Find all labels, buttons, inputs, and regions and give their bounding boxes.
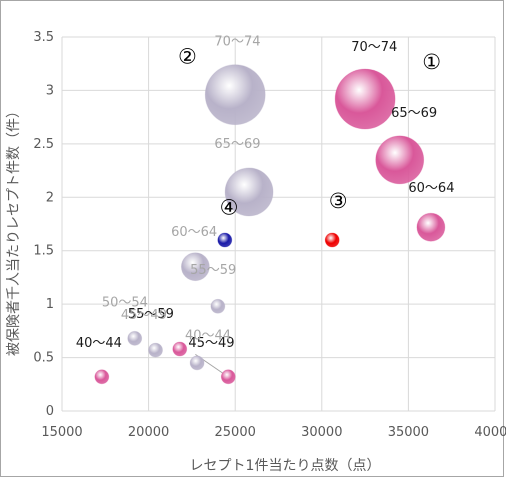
bubble-pink	[334, 68, 396, 130]
y-tick-labels: 0 0.5 1 1.5 2 2.5 3 3.5	[33, 30, 54, 419]
circled-number-marker: ④	[220, 195, 239, 219]
age-group-label: 45〜49	[188, 336, 234, 351]
bubble-pink	[220, 369, 236, 385]
x-tick-label: 20000	[128, 425, 169, 440]
x-axis-title: レセプト1件当たり点数（点）	[190, 458, 381, 474]
age-group-label: 50〜54	[102, 295, 148, 310]
age-group-label: 65〜69	[214, 137, 260, 152]
circled-number-marker: ②	[178, 45, 197, 69]
bubbles	[94, 64, 446, 385]
age-group-label: 40〜44	[185, 328, 231, 343]
x-tick-label: 25000	[215, 425, 256, 440]
y-tick-label: 2	[46, 190, 54, 205]
y-tick-label: 3.5	[33, 30, 54, 45]
age-group-label: 55〜59	[128, 307, 174, 322]
y-tick-label: 2.5	[33, 137, 54, 152]
age-group-label: 65〜69	[391, 106, 437, 121]
age-group-label: 70〜74	[351, 40, 397, 55]
bubble-pink	[94, 369, 110, 385]
data-labels: ①②③④40〜4455〜5945〜4940〜4450〜5445〜4955〜596…	[76, 35, 455, 351]
age-group-label: 55〜59	[190, 263, 236, 278]
circled-number-marker: ①	[422, 50, 441, 74]
bubble-lavender	[180, 252, 210, 282]
bubble-pink	[172, 341, 188, 357]
gridlines	[61, 36, 496, 412]
bubble-red	[324, 232, 340, 248]
age-group-label: 60〜64	[408, 181, 454, 196]
age-group-label: 40〜44	[76, 336, 122, 351]
bubble-lavender	[224, 167, 274, 217]
y-tick-label: 3	[46, 83, 54, 98]
x-tick-label: 35000	[388, 425, 429, 440]
x-tick-label: 30000	[301, 425, 342, 440]
x-tick-labels: 15000 20000 25000 30000 35000 40000	[41, 425, 506, 440]
y-tick-label: 0	[46, 404, 54, 419]
y-tick-label: 1.5	[33, 244, 54, 259]
y-tick-label: 1	[46, 297, 54, 312]
circled-number-marker: ③	[329, 189, 348, 213]
bubble-lavender	[204, 64, 266, 126]
bubble-lavender	[127, 330, 143, 346]
y-tick-label: 0.5	[33, 351, 54, 366]
age-group-label: 70〜74	[214, 35, 260, 50]
bubble-lavender	[148, 342, 163, 358]
bubble-pink	[416, 212, 446, 242]
y-axis-title: 被保険者千人当たりレセプト件数（件）	[6, 104, 22, 356]
bubble-pink	[375, 135, 425, 185]
age-group-label: 45〜49	[121, 308, 167, 323]
x-tick-label: 40000	[474, 425, 506, 440]
bubble-lavender	[189, 355, 205, 371]
bubble-blue	[217, 232, 233, 248]
age-group-label: 60〜64	[171, 225, 217, 240]
bubble-lavender	[210, 298, 226, 314]
x-tick-label: 15000	[41, 425, 82, 440]
